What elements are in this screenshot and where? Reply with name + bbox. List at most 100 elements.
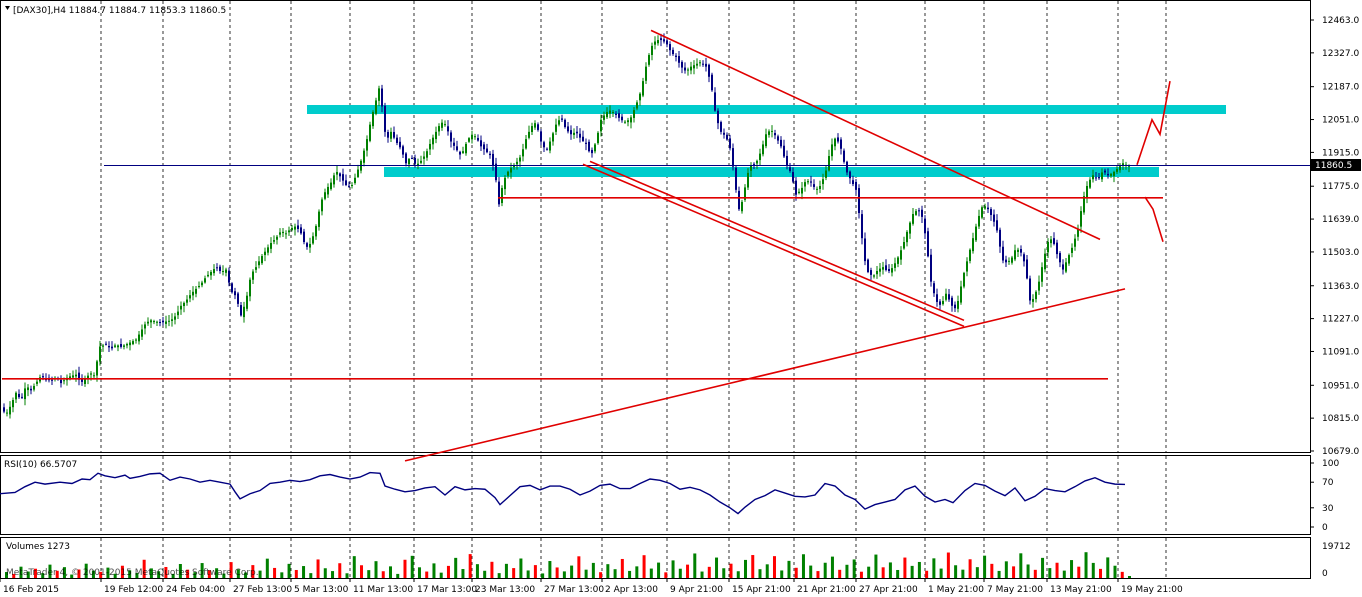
candle-body bbox=[663, 39, 665, 42]
candle-body bbox=[282, 231, 284, 234]
candle-body bbox=[993, 214, 995, 222]
candle-body bbox=[195, 288, 197, 294]
candle-body bbox=[27, 387, 29, 391]
volume-bar bbox=[120, 565, 124, 578]
candle-body bbox=[1062, 264, 1064, 270]
candle-body bbox=[72, 375, 74, 378]
candle-body bbox=[453, 142, 455, 146]
candle-body bbox=[969, 249, 971, 261]
x-tick-label: 19 Feb 12:00 bbox=[104, 585, 163, 595]
candle-body bbox=[999, 229, 1001, 247]
candle-body bbox=[531, 126, 533, 132]
candle-body bbox=[15, 392, 17, 400]
volume-bar bbox=[990, 563, 994, 578]
candle-body bbox=[138, 334, 140, 342]
volume-bar bbox=[178, 564, 182, 578]
candle-body bbox=[642, 81, 644, 96]
candle-body bbox=[567, 126, 569, 132]
volume-bar bbox=[84, 563, 88, 578]
volume-bar bbox=[468, 554, 472, 578]
volume-bar bbox=[454, 557, 458, 578]
volume-bar bbox=[925, 570, 929, 578]
volume-bar bbox=[997, 570, 1001, 578]
candle-body bbox=[336, 171, 338, 175]
volume-bar bbox=[526, 570, 530, 578]
volume-bar bbox=[62, 567, 66, 578]
y-tick-label: 10815.0 bbox=[1322, 414, 1359, 424]
volume-bar bbox=[628, 570, 632, 578]
candle-body bbox=[351, 185, 353, 187]
candle-body bbox=[90, 373, 92, 375]
volume-bar bbox=[439, 572, 443, 578]
candle-body bbox=[813, 184, 815, 187]
candle-body bbox=[441, 122, 443, 128]
volume-bar bbox=[910, 565, 914, 578]
candle-body bbox=[780, 139, 782, 147]
candle-body bbox=[411, 157, 413, 159]
candle-body bbox=[672, 49, 674, 55]
volume-bar bbox=[577, 556, 581, 578]
candle-body bbox=[396, 137, 398, 143]
candle-body bbox=[177, 311, 179, 316]
volume-bar bbox=[512, 568, 516, 578]
candle-body bbox=[369, 124, 371, 141]
candle-body bbox=[219, 266, 221, 272]
candle-body bbox=[870, 270, 872, 275]
y-tick-label: 10679.0 bbox=[1322, 447, 1359, 457]
candle-body bbox=[606, 112, 608, 118]
candle-body bbox=[114, 345, 116, 347]
candle-body bbox=[468, 138, 470, 142]
volume-bar bbox=[881, 567, 885, 578]
volume-bar bbox=[1055, 562, 1059, 578]
rsi-panel-frame bbox=[0, 455, 1311, 535]
candle-body bbox=[375, 100, 377, 114]
volume-bar bbox=[649, 568, 653, 578]
candle-body bbox=[276, 236, 278, 240]
candle-body bbox=[492, 153, 494, 166]
x-tick-label: 27 Feb 13:00 bbox=[233, 585, 292, 595]
dropdown-triangle-icon[interactable] bbox=[5, 6, 10, 10]
candle-body bbox=[225, 269, 227, 273]
candle-body bbox=[1005, 259, 1007, 263]
volume-bar bbox=[1004, 561, 1008, 578]
candle-body bbox=[456, 146, 458, 151]
volume-bar bbox=[164, 566, 168, 578]
x-tick-label: 17 Mar 13:00 bbox=[417, 585, 477, 595]
volume-bar bbox=[1128, 575, 1131, 578]
candle-body bbox=[696, 63, 698, 66]
candle-body bbox=[342, 174, 344, 181]
candle-body bbox=[105, 343, 107, 345]
candle-body bbox=[213, 269, 215, 274]
volume-bar bbox=[504, 563, 508, 578]
candle-body bbox=[906, 231, 908, 243]
candle-body bbox=[1068, 255, 1070, 264]
candle-body bbox=[228, 270, 230, 283]
candle-body bbox=[1044, 253, 1046, 270]
volume-bar bbox=[533, 565, 537, 578]
candle-body bbox=[435, 131, 437, 140]
volume-bar bbox=[309, 573, 313, 578]
candle-body bbox=[618, 113, 620, 118]
candle-body bbox=[255, 267, 257, 270]
candle-body bbox=[651, 45, 653, 55]
candle-body bbox=[573, 132, 575, 135]
x-tick-label: 27 Apr 21:00 bbox=[859, 585, 918, 595]
candle-body bbox=[942, 300, 944, 305]
candle-body bbox=[1122, 163, 1124, 166]
candle-body bbox=[1077, 228, 1079, 237]
volume-bar bbox=[128, 570, 132, 578]
trendline bbox=[650, 29, 1101, 241]
candle-body bbox=[1083, 196, 1085, 213]
candle-body bbox=[297, 225, 299, 229]
candle-body bbox=[450, 132, 452, 142]
candle-body bbox=[1035, 291, 1037, 300]
x-tick-label: 16 Feb 2015 bbox=[3, 585, 59, 595]
candle-body bbox=[60, 379, 62, 384]
candle-body bbox=[684, 67, 686, 71]
y-tick-label: 10951.0 bbox=[1322, 381, 1359, 391]
candle-body bbox=[849, 171, 851, 179]
volume-bar bbox=[591, 562, 595, 578]
candle-body bbox=[1029, 278, 1031, 301]
candle-body bbox=[165, 321, 167, 324]
candle-body bbox=[537, 124, 539, 130]
